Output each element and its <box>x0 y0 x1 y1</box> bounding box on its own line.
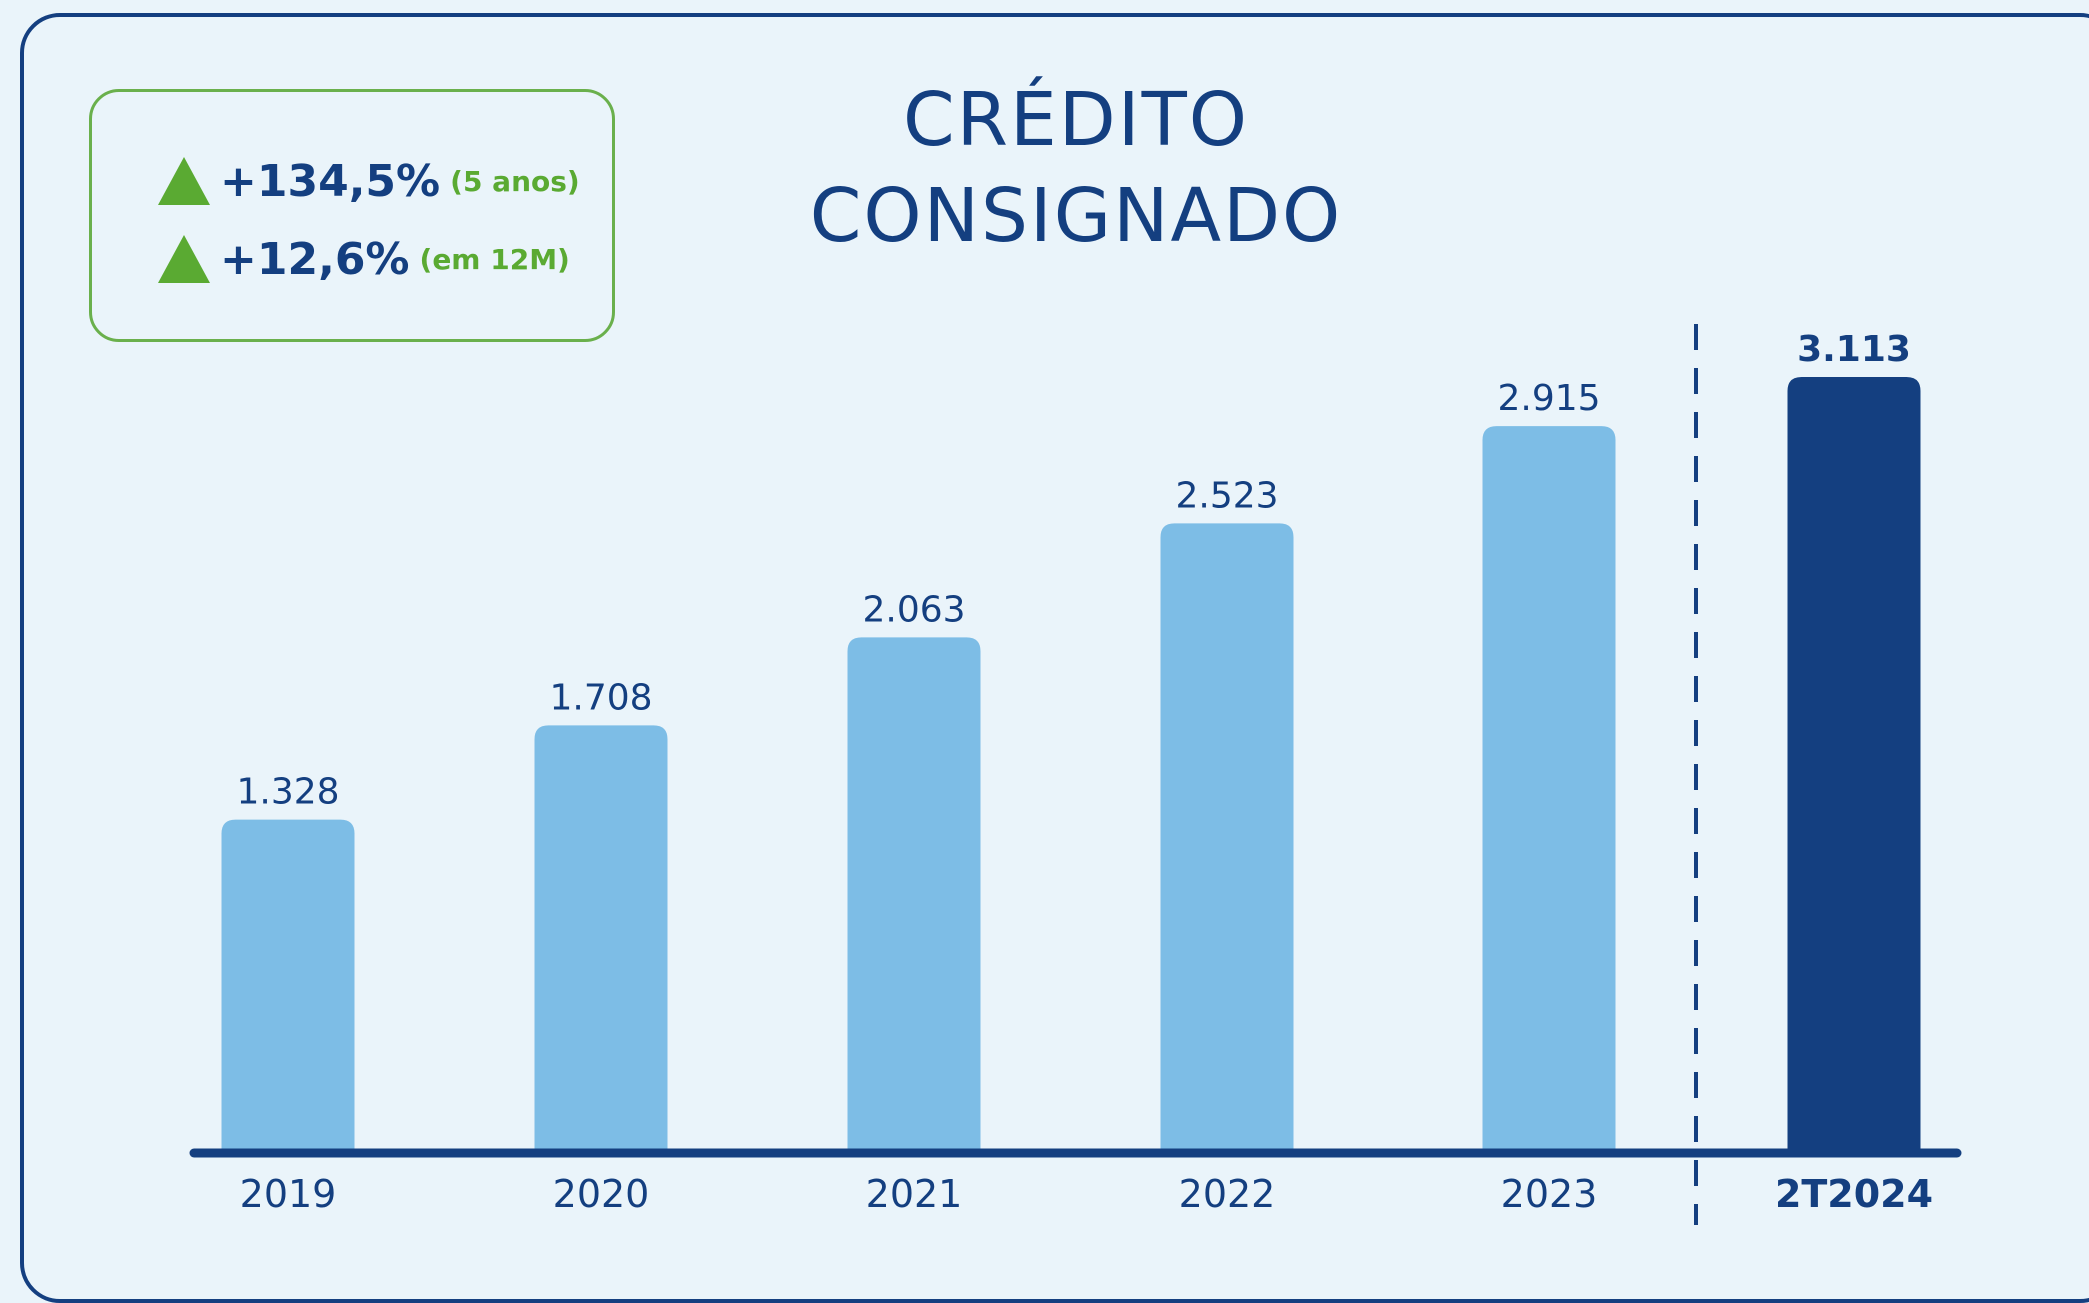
up-arrow <box>158 235 210 283</box>
x-tick-label: 2020 <box>553 1172 650 1216</box>
annotation-note: (5 anos) <box>450 164 580 198</box>
annotation-box: +134,5% (5 anos) +12,6% (em 12M) <box>89 89 615 342</box>
chart: 1.328 2019 1.708 2020 2.063 2021 2.523 2022 2.91… <box>189 324 1962 1225</box>
bar <box>1160 523 1294 1149</box>
up-arrow <box>158 157 210 205</box>
x-tick-label: 2019 <box>240 1172 337 1216</box>
value-label: 3.113 <box>1797 329 1911 370</box>
value-label: 1.328 <box>236 772 339 813</box>
bar <box>221 819 355 1149</box>
value-label: 2.063 <box>862 589 965 630</box>
value-label: 1.708 <box>549 677 652 718</box>
bar <box>1482 426 1616 1149</box>
x-tick-label: 2023 <box>1501 1172 1598 1216</box>
annotation-text: +134,5% <box>220 155 441 207</box>
value-label: 2.915 <box>1497 378 1600 419</box>
chart-title: CRÉDITO CONSIGNADO <box>809 77 1343 259</box>
annotation-text: +12,6% <box>220 233 410 285</box>
value-label: 2.523 <box>1175 475 1278 516</box>
x-tick-label: 2021 <box>866 1172 963 1216</box>
annotation-note: (em 12M) <box>419 242 570 276</box>
x-tick-label: 2022 <box>1179 1172 1276 1216</box>
bar <box>1787 377 1921 1149</box>
annotation: +12,6% (em 12M) <box>158 220 612 298</box>
x-tick-label: 2T2024 <box>1775 1172 1933 1216</box>
bar <box>847 637 981 1149</box>
annotation: +134,5% (5 anos) <box>158 142 612 220</box>
page: CRÉDITO CONSIGNADO +134,5% (5 anos) +12,6… <box>20 13 2089 1303</box>
bar <box>534 725 668 1149</box>
